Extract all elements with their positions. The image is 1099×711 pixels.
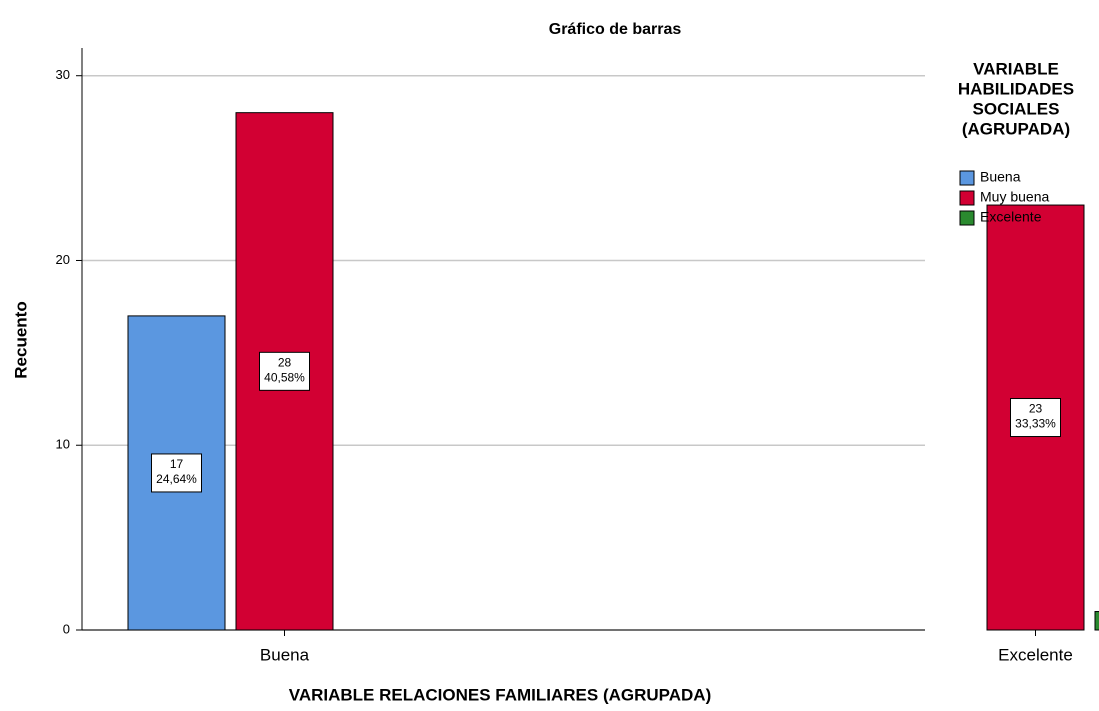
y-tick-label: 30 [56, 67, 70, 82]
legend-label: Buena [980, 169, 1021, 185]
legend-title: VARIABLE [973, 59, 1059, 78]
data-label-percent: 24,64% [156, 472, 197, 486]
y-tick-label: 20 [56, 252, 70, 267]
x-tick-label: Buena [260, 645, 310, 664]
x-axis-label: VARIABLE RELACIONES FAMILIARES (AGRUPADA… [289, 685, 712, 704]
data-label: 23 [1029, 402, 1043, 416]
y-axis-label: Recuento [11, 301, 30, 378]
data-label-box [259, 351, 310, 391]
chart-title: Gráfico de barras [549, 21, 682, 38]
data-label-percent: 40,58% [264, 371, 305, 385]
x-tick-label: Excelente [998, 645, 1073, 664]
bar [1094, 611, 1099, 631]
y-tick-label: 0 [63, 621, 70, 636]
legend-title: (AGRUPADA) [962, 119, 1070, 138]
legend-swatch [959, 190, 975, 206]
legend-label: Excelente [980, 209, 1042, 225]
y-tick-label: 10 [56, 437, 70, 452]
legend-swatch [959, 170, 975, 186]
data-label-box [1010, 398, 1061, 438]
legend-swatch [959, 210, 975, 226]
data-label-percent: 33,33% [1015, 417, 1056, 431]
legend-title: HABILIDADES [958, 79, 1074, 98]
data-label: 17 [170, 457, 184, 471]
data-label: 28 [278, 356, 292, 370]
legend-title: SOCIALES [973, 99, 1060, 118]
data-label-box [151, 453, 202, 493]
legend-label: Muy buena [980, 189, 1049, 205]
